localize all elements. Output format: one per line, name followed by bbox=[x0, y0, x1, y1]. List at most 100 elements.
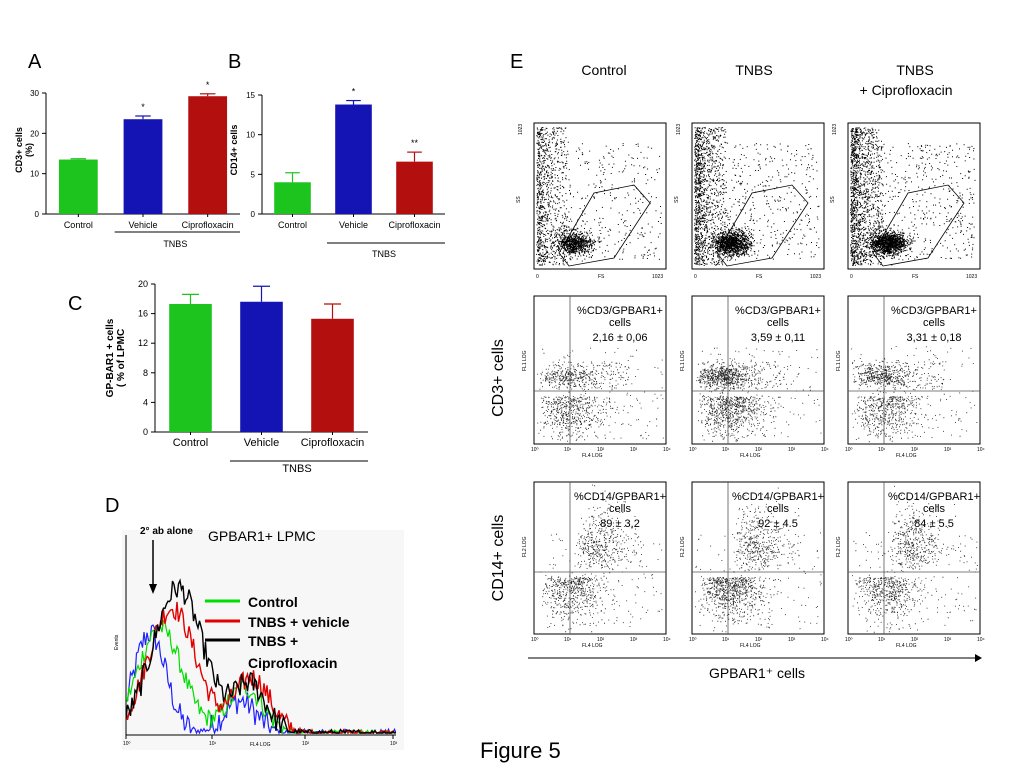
histogram-marker-label: 2° ab alone bbox=[140, 526, 193, 537]
scatter-plot-3: SS FS 1023 1023 0 bbox=[830, 122, 981, 280]
bar bbox=[240, 301, 283, 432]
quadrant-x-tick: 10⁰ bbox=[845, 447, 853, 453]
gate-polygon bbox=[872, 184, 965, 267]
panel-d-histogram: 10⁰ 10¹ 10² 10³ 2° ab alone GPBAR1+ LPMC Ev… bbox=[114, 526, 404, 750]
panel-a-ylabel-line2: (%) bbox=[24, 143, 34, 157]
panel-d-letter: D bbox=[105, 495, 119, 517]
quadrant-ylabel: FL1 LOG bbox=[680, 350, 686, 371]
quadrant-ylabel: FL2 LOG bbox=[680, 536, 686, 557]
scatter-xmax: 1023 bbox=[966, 274, 977, 280]
scatter-xlabel: FS bbox=[756, 274, 763, 280]
quadrant-xlabel: FL4 LOG bbox=[582, 453, 603, 459]
panel-b-chart: 0 5 10 15 Control * Vehicle ** Ciprofloxacin TNBS bbox=[246, 87, 445, 259]
scatter-dots bbox=[850, 127, 976, 266]
significance-mark: ** bbox=[411, 138, 419, 148]
category-label: Control bbox=[64, 220, 93, 230]
quadrant-x-tick: 10³ bbox=[788, 447, 796, 453]
quadrant-label-line1: %CD3/GPBAR1+ bbox=[891, 305, 977, 317]
y-tick-label: 0 bbox=[143, 427, 148, 437]
y-tick-label: 5 bbox=[251, 170, 256, 179]
scatter-xlabel: FS bbox=[912, 274, 919, 280]
scatter-ylabel: SS bbox=[830, 196, 836, 203]
histogram-subtitle: GPBAR1+ LPMC bbox=[208, 528, 316, 544]
scatter-xlabel: FS bbox=[598, 274, 605, 280]
quadrant-x-tick: 10⁰ bbox=[845, 637, 853, 643]
quadrant-ylabel: FL2 LOG bbox=[522, 536, 528, 557]
bar bbox=[188, 96, 228, 214]
quadrant-ylabel: FL1 LOG bbox=[836, 350, 842, 371]
scatter-zero: 0 bbox=[850, 274, 853, 280]
scatter-zero: 0 bbox=[694, 274, 697, 280]
category-label: Ciprofloxacin bbox=[388, 220, 440, 230]
group-label: TNBS bbox=[163, 239, 187, 249]
panel-c-ylabel-line2: ( % of LPMC bbox=[116, 329, 127, 387]
quadrant-label-line1: %CD14/GPBAR1+ bbox=[888, 491, 980, 503]
quadrant-x-tick: 10⁴ bbox=[821, 637, 829, 643]
group-label: TNBS bbox=[372, 249, 396, 259]
quadrant-frame bbox=[533, 295, 667, 445]
quadrant-label-line3: 89 ± 3,2 bbox=[600, 518, 640, 530]
panel-a-ylabel: CD3+ cells (%) bbox=[14, 127, 34, 173]
scatter-ymax: 1023 bbox=[676, 124, 682, 135]
y-tick-label: 15 bbox=[246, 91, 255, 100]
scatter-ylabel: SS bbox=[516, 196, 522, 203]
row-label-cd3: CD3+ cells bbox=[490, 339, 507, 417]
panel-c-ylabel-line1: GP-BAR1 + cells bbox=[105, 318, 116, 397]
quadrant-x-tick: 10² bbox=[755, 637, 763, 643]
quadrant-x-tick: 10¹ bbox=[722, 447, 730, 453]
bar bbox=[311, 318, 354, 432]
y-tick-label: 30 bbox=[30, 89, 39, 98]
scatter-ymax: 1023 bbox=[518, 124, 524, 135]
quadrant-label-line3: 84 ± 5.5 bbox=[914, 518, 954, 530]
quadrant-label-line3: 3,31 ± 0,18 bbox=[907, 332, 962, 344]
hist-x-tick-label: 10² bbox=[302, 741, 310, 747]
col-header-cipro-2: + Ciprofloxacin bbox=[860, 82, 953, 98]
scatter-dots bbox=[694, 127, 820, 266]
col-header-control: Control bbox=[581, 62, 626, 78]
quadrant-xlabel: FL4 LOG bbox=[740, 643, 761, 649]
quadrant-ylabel: FL1 LOG bbox=[522, 350, 528, 371]
cd14-quadrant-plot-3: %CD14/GPBAR1+cells 84 ± 5.5 10⁰ 10¹ 10² 10³ 10… bbox=[836, 481, 985, 649]
col-header-cipro-1: TNBS bbox=[896, 62, 933, 78]
quadrant-dots bbox=[540, 484, 663, 633]
gate-polygon bbox=[716, 184, 809, 267]
quadrant-label-line2: cells bbox=[767, 317, 790, 329]
bar bbox=[335, 104, 372, 214]
histogram-xlabel: FL4 LOG bbox=[250, 742, 271, 748]
col-header-tnbs: TNBS bbox=[735, 62, 772, 78]
bar bbox=[169, 303, 212, 432]
quadrant-label-line1: %CD3/GPBAR1+ bbox=[735, 305, 821, 317]
y-tick-label: 10 bbox=[246, 131, 255, 140]
arrow-head-icon bbox=[149, 584, 157, 594]
histogram-legend: Control TNBS + vehicle TNBS + Ciprofloxa… bbox=[205, 594, 350, 671]
panel-e-letter: E bbox=[510, 51, 523, 73]
panel-e: Control TNBS TNBS + Ciprofloxacin CD3+ c… bbox=[490, 62, 985, 681]
quadrant-x-tick: 10³ bbox=[944, 447, 952, 453]
gate-polygon bbox=[558, 184, 651, 267]
quadrant-label-line3: 3,59 ± 0,11 bbox=[751, 332, 805, 344]
quadrant-x-tick: 10¹ bbox=[564, 447, 572, 453]
panel-c-letter: C bbox=[68, 293, 82, 315]
quadrant-x-tick: 10⁰ bbox=[531, 447, 539, 453]
quadrant-x-tick: 10⁴ bbox=[977, 447, 985, 453]
panel-b-ylabel: CD14+ cells bbox=[229, 125, 239, 176]
quadrant-x-tick: 10¹ bbox=[564, 637, 572, 643]
quadrant-label-line2: cells bbox=[767, 503, 790, 515]
hist-x-tick-label: 10⁰ bbox=[123, 741, 131, 747]
quadrant-xlabel: FL4 LOG bbox=[582, 643, 603, 649]
category-label: Control bbox=[278, 220, 307, 230]
quadrant-x-tick: 10⁴ bbox=[821, 447, 829, 453]
histogram-ylabel: Events bbox=[114, 634, 120, 650]
cd3-quadrant-plot-2: %CD3/GPBAR1+cells 3,59 ± 0,11 10⁰ 10¹ 10² 10³… bbox=[680, 295, 829, 459]
quadrant-xlabel: FL4 LOG bbox=[896, 643, 917, 649]
y-tick-label: 16 bbox=[138, 309, 148, 319]
flow-cytometry-grid: SS FS 1023 1023 0 SS FS 1023 1023 0 SS FS 1023 1023 0%… bbox=[516, 122, 985, 649]
panel-c-chart: 0 4 8 12 16 20 Control Vehicle Ciprofloxacin TNBS bbox=[138, 279, 368, 475]
quadrant-x-tick: 10¹ bbox=[722, 637, 730, 643]
bar bbox=[396, 161, 433, 214]
quadrant-x-tick: 10⁰ bbox=[689, 637, 697, 643]
quadrant-xlabel: FL4 LOG bbox=[740, 453, 761, 459]
scatter-plot-2: SS FS 1023 1023 0 bbox=[674, 122, 825, 280]
category-label: Control bbox=[173, 437, 208, 449]
quadrant-frame bbox=[847, 295, 981, 445]
